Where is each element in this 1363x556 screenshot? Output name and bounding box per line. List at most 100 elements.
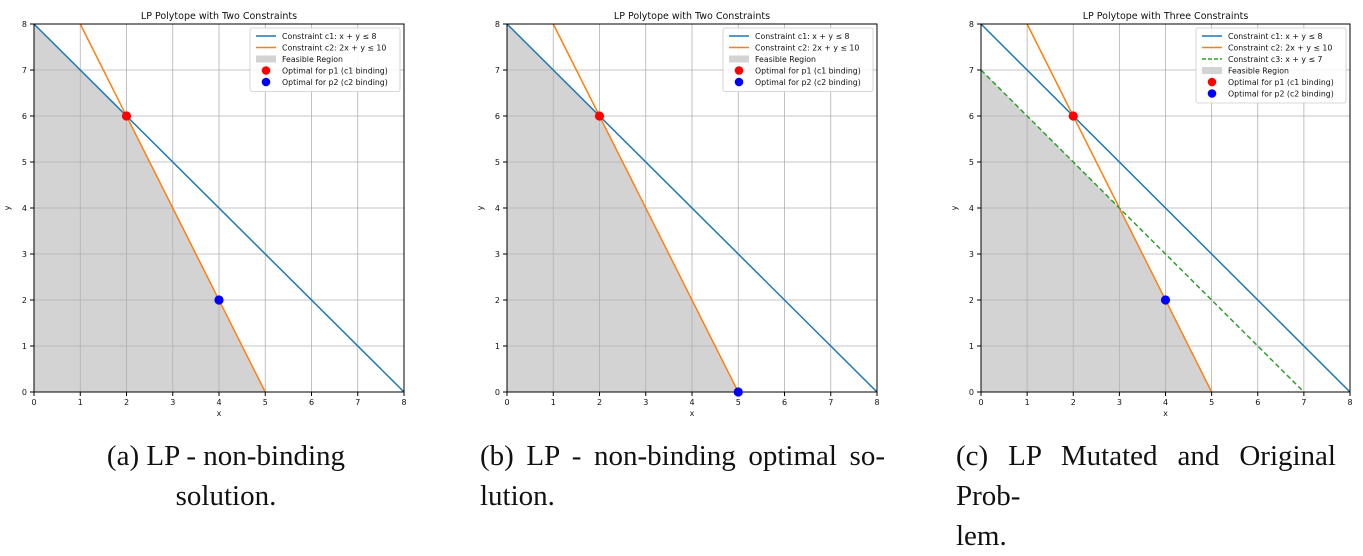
- legend-label: Constraint c2: 2x + y ≤ 10: [1228, 43, 1332, 52]
- x-tick-label: 1: [78, 398, 83, 407]
- optimal-point-p2: [1160, 295, 1171, 305]
- x-tick-label: 2: [597, 398, 602, 407]
- x-tick-label: 2: [124, 398, 129, 407]
- legend-label: Constraint c1: x + y ≤ 8: [755, 32, 849, 41]
- y-tick-label: 4: [969, 204, 974, 213]
- legend-label: Constraint c1: x + y ≤ 8: [282, 32, 376, 41]
- y-tick-label: 1: [495, 342, 500, 351]
- legend-swatch-patch: [1202, 67, 1222, 74]
- x-tick-label: 4: [1163, 398, 1168, 407]
- chart-panel-c: 0 1 2 3 4 5 6 7 8 0 1 2 3 4 5 6 7 8 x y LP Polytope with Thr…: [948, 0, 1363, 542]
- legend-swatch-marker: [261, 66, 271, 75]
- legend-label: Feasible Region: [755, 55, 816, 64]
- caption-a-line-2: solution.: [175, 480, 277, 512]
- y-tick-label: 2: [969, 296, 974, 305]
- series-line-1: [506, 23, 878, 393]
- legend-label: Optimal for p1 (c1 binding): [282, 66, 388, 75]
- chart-panel-b: 0 1 2 3 4 5 6 7 8 0 1 2 3 4 5 6 7 8 x y LP Polytope with Two…: [474, 0, 924, 542]
- caption-a: (a) LP - non-binding solution.: [86, 436, 366, 516]
- y-tick-label: 5: [969, 158, 974, 167]
- chart-svg-a: 0 1 2 3 4 5 6 7 8 0 1 2 3 4 5 6 7 8 x y LP Polytope with Two…: [3, 11, 407, 418]
- y-axis-label: y: [3, 205, 12, 210]
- y-tick-label: 7: [22, 66, 27, 75]
- x-tick-label: 0: [978, 398, 983, 407]
- x-tick-label: 0: [504, 398, 509, 407]
- y-tick-label: 6: [495, 112, 500, 121]
- x-tick-label: 4: [689, 398, 694, 407]
- x-tick-label: 1: [1025, 398, 1030, 407]
- x-tick-label: 6: [309, 398, 314, 407]
- legend: Constraint c1: x + y ≤ 8 Constraint c2: 2…: [249, 27, 401, 92]
- x-tick-label: 5: [736, 398, 741, 407]
- optimal-point-p2: [214, 295, 224, 305]
- legend-swatch-marker: [1207, 77, 1217, 87]
- caption-b-line-2: lution.: [480, 480, 555, 512]
- legend-label: Constraint c2: 2x + y ≤ 10: [282, 43, 386, 52]
- legend-label: Constraint c2: 2x + y ≤ 10: [755, 43, 859, 52]
- series-line-3: [980, 69, 1305, 393]
- y-tick-label: 8: [22, 20, 27, 29]
- x-tick-label: 3: [1117, 398, 1122, 407]
- x-axis-label: x: [217, 409, 222, 418]
- x-tick-label: 5: [263, 398, 268, 407]
- caption-c-line-2: lem.: [956, 520, 1007, 552]
- x-tick-label: 3: [643, 398, 648, 407]
- y-tick-label: 5: [22, 158, 27, 167]
- chart-svg-b: 0 1 2 3 4 5 6 7 8 0 1 2 3 4 5 6 7 8 x y LP Polytope with Two…: [476, 11, 880, 418]
- optimal-point-p1: [594, 111, 605, 121]
- y-tick-label: 7: [969, 66, 974, 75]
- legend-label: Constraint c1: x + y ≤ 8: [1228, 32, 1322, 41]
- caption-a-line-1: (a) LP - non-binding: [106, 440, 346, 472]
- y-tick-label: 1: [969, 342, 974, 351]
- chart-title: LP Polytope with Two Constraints: [614, 11, 770, 22]
- legend-label: Feasible Region: [1228, 66, 1289, 75]
- x-tick-label: 3: [170, 398, 175, 407]
- chart-title: LP Polytope with Two Constraints: [141, 11, 297, 22]
- x-tick-label: 7: [1301, 398, 1306, 407]
- y-tick-label: 1: [22, 342, 27, 351]
- x-tick-label: 2: [1071, 398, 1076, 407]
- y-tick-label: 4: [22, 204, 27, 213]
- legend-box: [1195, 27, 1347, 104]
- y-axis-label: y: [950, 205, 959, 210]
- caption-c-line-1: (c) LP Mutated and Original Prob-: [956, 440, 1336, 512]
- x-tick-label: 8: [401, 398, 406, 407]
- x-axis-label: x: [1163, 409, 1168, 418]
- y-tick-label: 4: [495, 204, 500, 213]
- series-line-1: [980, 23, 1351, 393]
- x-tick-label: 6: [1255, 398, 1260, 407]
- legend-swatch-marker: [1207, 89, 1217, 98]
- legend: Constraint c1: x + y ≤ 8 Constraint c2: 2…: [1195, 27, 1347, 104]
- y-tick-label: 0: [22, 388, 27, 397]
- chart-title: LP Polytope with Three Constraints: [1083, 11, 1249, 22]
- chart-svg-c: 0 1 2 3 4 5 6 7 8 0 1 2 3 4 5 6 7 8 x y LP Polytope with Thr…: [950, 11, 1353, 418]
- x-tick-label: 6: [782, 398, 787, 407]
- y-tick-label: 8: [969, 20, 974, 29]
- legend-swatch-patch: [729, 55, 749, 63]
- y-tick-label: 0: [969, 388, 974, 397]
- x-tick-label: 1: [551, 398, 556, 407]
- y-tick-label: 3: [22, 250, 27, 259]
- y-axis-label: y: [476, 205, 485, 210]
- legend-label: Optimal for p2 (c2 binding): [282, 78, 388, 87]
- legend-swatch-patch: [256, 55, 276, 63]
- legend-box: [722, 27, 874, 92]
- y-tick-label: 0: [495, 388, 500, 397]
- series-line-2: [552, 23, 739, 393]
- x-tick-label: 0: [31, 398, 36, 407]
- legend-box: [249, 27, 401, 92]
- legend-swatch-marker: [734, 77, 744, 87]
- legend-label: Constraint c3: x + y ≤ 7: [1228, 55, 1322, 64]
- optimal-point-p1: [1068, 111, 1078, 121]
- y-tick-label: 6: [22, 112, 27, 121]
- y-tick-label: 3: [495, 250, 500, 259]
- legend-swatch-marker: [261, 77, 271, 87]
- feasible-region: [981, 70, 1212, 392]
- optimal-point-p1: [121, 111, 132, 121]
- series-line-1: [33, 23, 405, 393]
- y-tick-label: 5: [495, 158, 500, 167]
- legend-swatch-marker: [734, 66, 744, 75]
- x-tick-label: 8: [1347, 398, 1352, 407]
- caption-b: (b) LP - non-binding optimal so- lution.: [480, 436, 885, 516]
- x-tick-label: 7: [355, 398, 360, 407]
